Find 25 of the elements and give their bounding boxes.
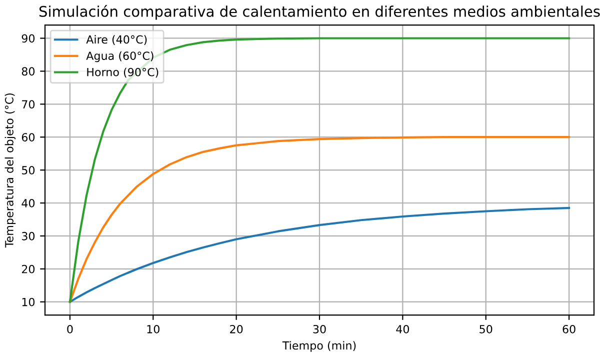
line-series [68, 136, 570, 303]
x-axis-title: Tiempo (min) [282, 341, 356, 352]
y-tick-label: 40 [22, 198, 35, 208]
x-tick-label: 10 [147, 324, 160, 334]
x-tick-label: 40 [396, 324, 410, 334]
x-tick-label: 30 [313, 324, 326, 334]
y-tick-label: 60 [22, 133, 35, 142]
y-tick-label: 50 [22, 166, 35, 174]
y-tick-label: 90 [22, 34, 35, 43]
legend-label: Aire (40°C) [86, 35, 147, 45]
x-tick-label: 0 [67, 324, 73, 334]
x-tick-label: 50 [480, 324, 492, 334]
chart-title: Simulación comparativa de calentamiento en diferentes medios ambientales [39, 5, 600, 20]
y-tick-label: 10 [22, 298, 35, 306]
line-series [68, 206, 570, 303]
y-tick-label: 20 [22, 264, 35, 274]
legend-label: Agua (60°C) [86, 51, 154, 62]
line-series [68, 37, 570, 303]
y-tick-label: 30 [22, 232, 35, 240]
y-tick-label: 70 [22, 100, 35, 109]
x-tick-label: 60 [562, 324, 576, 334]
y-axis-title: Temperatura del objeto (°C) [4, 93, 16, 248]
legend-label: Horno (90°C) [87, 68, 158, 78]
x-tick-label: 20 [230, 324, 243, 334]
y-tick-label: 80 [22, 67, 35, 76]
